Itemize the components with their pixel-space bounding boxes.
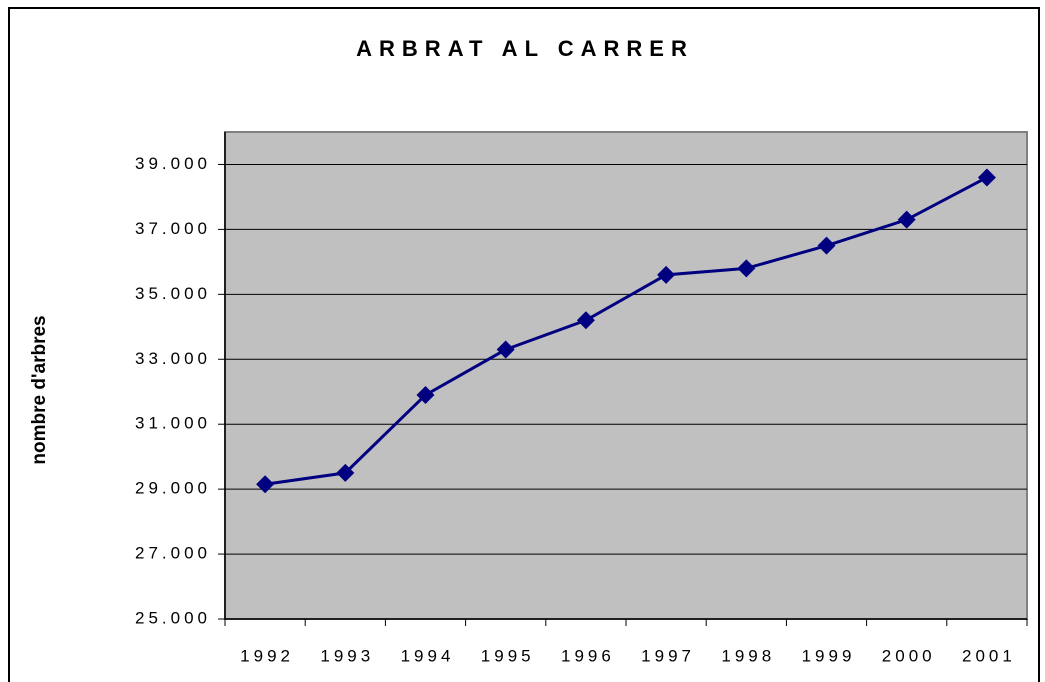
x-tick-label: 1992	[240, 646, 294, 665]
data-point	[977, 168, 996, 187]
y-tick-label: 37.000	[135, 219, 211, 238]
data-point	[576, 311, 595, 330]
data-line	[264, 176, 988, 486]
data-point	[817, 236, 836, 255]
chart-title: ARBRAT AL CARRER	[356, 36, 694, 61]
y-tick-label: 31.000	[135, 414, 211, 433]
data-point	[737, 259, 756, 278]
x-tick-label: 2001	[962, 646, 1016, 665]
y-axis-label: nombre d'arbres	[29, 315, 50, 464]
x-tick-label: 1995	[481, 646, 535, 665]
data-point	[336, 463, 355, 482]
data-point	[416, 385, 435, 404]
data-point	[657, 265, 676, 284]
x-tick-label: 1996	[561, 646, 615, 665]
x-tick-label: 1998	[721, 646, 775, 665]
x-tick-label: 2000	[882, 646, 936, 665]
y-tick-label: 27.000	[135, 544, 211, 563]
y-tick-label: 33.000	[135, 349, 211, 368]
y-tick-label: 29.000	[135, 479, 211, 498]
x-tick-label: 1994	[401, 646, 455, 665]
data-point	[256, 475, 275, 494]
data-point	[496, 340, 515, 359]
y-tick-label: 35.000	[135, 284, 211, 303]
y-tick-label: 39.000	[135, 154, 211, 173]
data-point	[897, 210, 916, 229]
x-tick-label: 1997	[641, 646, 695, 665]
x-tick-label: 1993	[320, 646, 374, 665]
plot-area	[224, 131, 1028, 620]
y-tick-label: 25.000	[135, 608, 211, 627]
x-tick-label: 1999	[802, 646, 856, 665]
